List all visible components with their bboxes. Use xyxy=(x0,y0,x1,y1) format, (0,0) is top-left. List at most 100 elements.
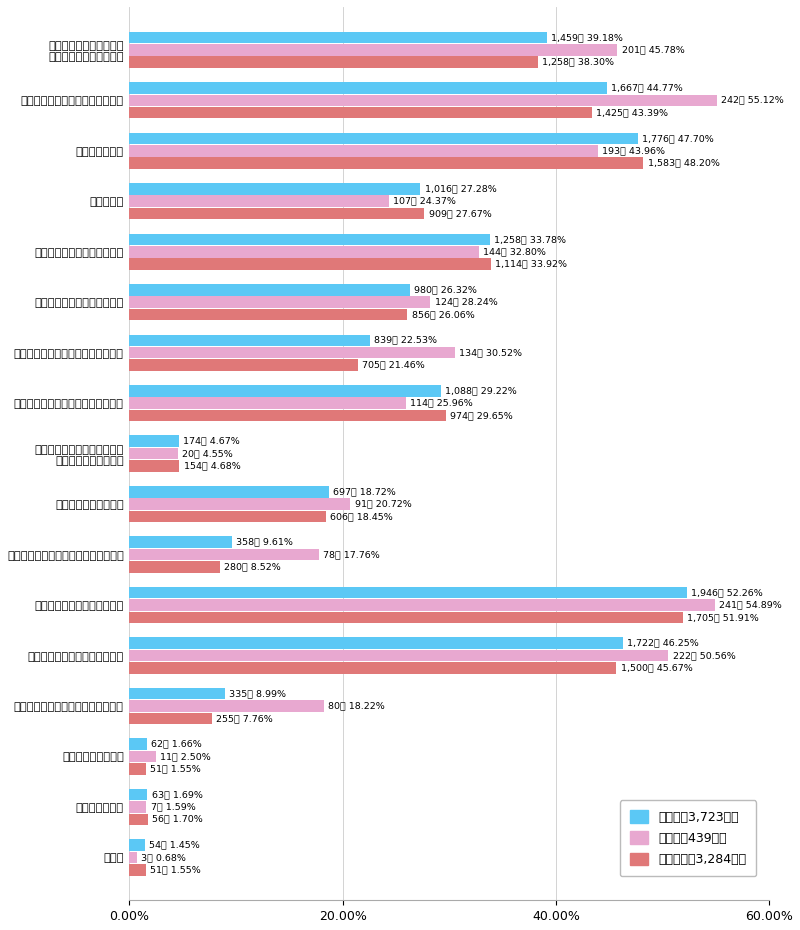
Bar xyxy=(130,486,329,498)
Bar xyxy=(130,435,179,447)
Bar xyxy=(130,700,324,711)
Text: 856社 26.06%: 856社 26.06% xyxy=(411,310,474,319)
Text: 107社 24.37%: 107社 24.37% xyxy=(394,197,456,206)
Bar xyxy=(130,814,147,825)
Text: 114社 25.96%: 114社 25.96% xyxy=(410,399,473,407)
Text: 1,722社 46.25%: 1,722社 46.25% xyxy=(626,639,698,647)
Text: 193社 43.96%: 193社 43.96% xyxy=(602,146,666,155)
Bar xyxy=(130,498,350,510)
Text: 80社 18.22%: 80社 18.22% xyxy=(328,701,385,711)
Bar xyxy=(130,801,146,813)
Text: 51社 1.55%: 51社 1.55% xyxy=(150,865,201,874)
Text: 124社 28.24%: 124社 28.24% xyxy=(434,298,498,307)
Text: 78社 17.76%: 78社 17.76% xyxy=(323,550,380,559)
Text: 11社 2.50%: 11社 2.50% xyxy=(160,752,211,761)
Text: 1,705社 51.91%: 1,705社 51.91% xyxy=(687,613,759,622)
Text: 1,258社 33.78%: 1,258社 33.78% xyxy=(494,235,566,244)
Bar xyxy=(130,650,669,661)
Text: 335社 8.99%: 335社 8.99% xyxy=(230,689,286,698)
Text: 280社 8.52%: 280社 8.52% xyxy=(225,563,282,571)
Text: 62社 1.66%: 62社 1.66% xyxy=(151,739,202,749)
Bar xyxy=(130,712,212,724)
Text: 255社 7.76%: 255社 7.76% xyxy=(216,714,273,723)
Text: 134社 30.52%: 134社 30.52% xyxy=(459,348,522,357)
Bar xyxy=(130,385,441,396)
Text: 1,088社 29.22%: 1,088社 29.22% xyxy=(445,386,517,395)
Bar xyxy=(130,233,490,246)
Text: 1,258社 38.30%: 1,258社 38.30% xyxy=(542,58,614,67)
Bar xyxy=(130,32,547,44)
Bar xyxy=(130,763,146,775)
Text: 91社 20.72%: 91社 20.72% xyxy=(354,499,411,509)
Text: 174社 4.67%: 174社 4.67% xyxy=(183,437,240,445)
Legend: （全会業3,723社）, （大会業439社）, （中小会業3,284社）: （全会業3,723社）, （大会業439社）, （中小会業3,284社） xyxy=(619,801,757,876)
Text: 7社 1.59%: 7社 1.59% xyxy=(150,803,195,812)
Text: 3社 0.68%: 3社 0.68% xyxy=(141,853,186,862)
Text: 1,016社 27.28%: 1,016社 27.28% xyxy=(425,184,496,193)
Bar xyxy=(130,612,683,623)
Bar xyxy=(130,448,178,459)
Text: 144社 32.80%: 144社 32.80% xyxy=(483,247,546,257)
Text: 54社 1.45%: 54社 1.45% xyxy=(149,841,200,850)
Bar xyxy=(130,751,156,763)
Bar xyxy=(130,864,146,876)
Bar xyxy=(130,511,326,523)
Bar xyxy=(130,207,425,219)
Bar xyxy=(130,637,622,649)
Text: 839社 22.53%: 839社 22.53% xyxy=(374,336,437,345)
Text: 705社 21.46%: 705社 21.46% xyxy=(362,361,426,369)
Bar xyxy=(130,410,446,421)
Bar xyxy=(130,246,479,258)
Bar xyxy=(130,145,598,156)
Text: 1,425社 43.39%: 1,425社 43.39% xyxy=(596,108,668,117)
Bar xyxy=(130,133,638,144)
Bar xyxy=(130,359,358,371)
Bar xyxy=(130,789,147,801)
Text: 154社 4.68%: 154社 4.68% xyxy=(183,461,240,471)
Bar xyxy=(130,195,390,207)
Text: 51社 1.55%: 51社 1.55% xyxy=(150,764,201,774)
Text: 241社 54.89%: 241社 54.89% xyxy=(719,601,782,609)
Bar xyxy=(130,297,430,308)
Text: 909社 27.67%: 909社 27.67% xyxy=(429,209,491,219)
Bar xyxy=(130,157,643,169)
Bar xyxy=(130,839,145,851)
Text: 56社 1.70%: 56社 1.70% xyxy=(152,815,202,824)
Bar xyxy=(130,183,420,194)
Text: 1,776社 47.70%: 1,776社 47.70% xyxy=(642,134,714,143)
Bar xyxy=(130,347,454,358)
Bar xyxy=(130,335,370,346)
Text: 1,946社 52.26%: 1,946社 52.26% xyxy=(691,588,762,597)
Bar xyxy=(130,57,538,68)
Bar xyxy=(130,397,406,409)
Bar xyxy=(130,284,410,296)
Text: 1,114社 33.92%: 1,114社 33.92% xyxy=(495,259,567,269)
Bar xyxy=(130,738,147,750)
Text: 980社 26.32%: 980社 26.32% xyxy=(414,286,477,295)
Bar xyxy=(130,587,686,599)
Text: 222社 50.56%: 222社 50.56% xyxy=(673,651,735,660)
Text: 606社 18.45%: 606社 18.45% xyxy=(330,512,393,521)
Text: 201社 45.78%: 201社 45.78% xyxy=(622,46,685,54)
Text: 1,667社 44.77%: 1,667社 44.77% xyxy=(611,84,682,92)
Bar xyxy=(130,82,606,94)
Bar xyxy=(130,688,226,699)
Bar xyxy=(130,549,318,561)
Text: 242社 55.12%: 242社 55.12% xyxy=(722,96,784,105)
Bar xyxy=(130,460,179,472)
Text: 1,459社 39.18%: 1,459社 39.18% xyxy=(551,33,623,42)
Text: 974社 29.65%: 974社 29.65% xyxy=(450,411,513,420)
Bar xyxy=(130,44,618,56)
Bar xyxy=(130,561,220,573)
Text: 1,583社 48.20%: 1,583社 48.20% xyxy=(647,159,719,167)
Text: 697社 18.72%: 697社 18.72% xyxy=(334,487,396,497)
Text: 20社 4.55%: 20社 4.55% xyxy=(182,449,233,458)
Bar xyxy=(130,599,714,611)
Text: 358社 9.61%: 358社 9.61% xyxy=(236,538,293,547)
Bar xyxy=(130,537,232,548)
Bar xyxy=(130,107,592,118)
Bar xyxy=(130,259,491,270)
Bar xyxy=(130,309,407,321)
Text: 1,500社 45.67%: 1,500社 45.67% xyxy=(621,663,692,672)
Text: 63社 1.69%: 63社 1.69% xyxy=(152,790,202,799)
